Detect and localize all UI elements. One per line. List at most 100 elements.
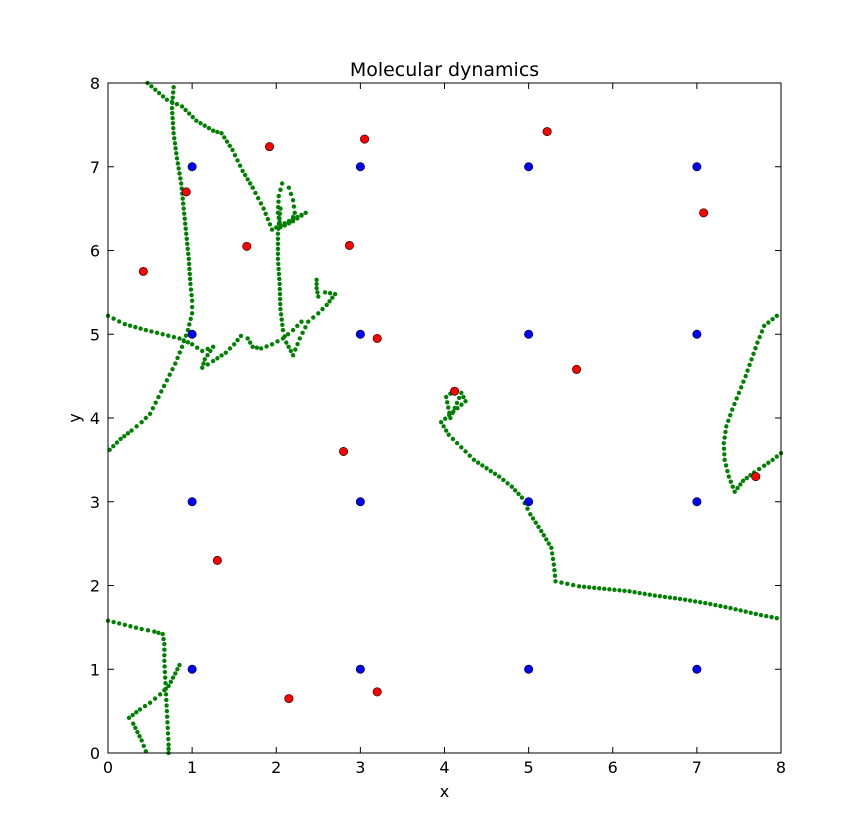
trajectory-dot (672, 596, 678, 601)
trajectory-dot (734, 396, 739, 401)
trajectory-dot (126, 715, 132, 721)
trajectory-dot (156, 630, 161, 636)
red-particle (242, 241, 252, 251)
trajectory-dot (733, 607, 738, 612)
trajectory-dot (261, 206, 266, 211)
trajectory-dot (496, 474, 502, 479)
trajectory-dot (724, 424, 729, 429)
trajectory-dot (219, 131, 224, 136)
trajectory-dot (738, 608, 743, 613)
trajectory-dot (576, 584, 582, 589)
trajectory-dot (278, 312, 284, 317)
trajectory-dot (282, 223, 287, 228)
trajectory-dot (250, 185, 255, 190)
trajectory-dot (111, 316, 116, 321)
trajectory-dot (247, 181, 253, 186)
blue-particle (355, 497, 365, 507)
trajectory-dot (484, 466, 489, 471)
trajectory-dot (736, 390, 742, 396)
trajectory-dot (300, 330, 305, 336)
chart-title: Molecular dynamics (350, 59, 539, 81)
trajectory-dot (740, 478, 746, 484)
trajectory-dot (443, 394, 449, 400)
trajectory-dot (170, 366, 175, 372)
trajectory-dot (160, 94, 166, 99)
trajectory-dot (125, 431, 131, 436)
trajectory-dot (764, 613, 769, 619)
x-axis-ticks: 0 1 2 3 4 5 6 7 8 (103, 83, 786, 777)
y-tick-label: 0 (90, 744, 100, 763)
trajectory-dot (770, 457, 775, 463)
trajectory-dot (156, 90, 162, 96)
trajectory-dot (718, 603, 723, 609)
trajectory-dot (552, 567, 557, 573)
trajectory-dot (761, 463, 767, 468)
trajectory-dot (117, 319, 122, 324)
trajectory-dot (277, 216, 282, 221)
red-particle (212, 555, 222, 565)
trajectory-dot (177, 336, 182, 341)
trajectory-dot (166, 746, 171, 752)
trajectory-dot (546, 541, 552, 546)
trajectory-dot (275, 231, 281, 236)
trajectory-dot (166, 333, 171, 338)
trajectory-dot (443, 416, 448, 421)
trajectory-dot (290, 352, 296, 358)
trajectory-dot (275, 236, 281, 241)
trajectory-dot (761, 323, 767, 329)
trajectory-dot (758, 612, 764, 618)
trajectory-dot (179, 344, 185, 350)
trajectory-dot (451, 409, 456, 414)
trajectory-dot (279, 317, 284, 322)
trajectory-dot (171, 84, 176, 90)
blue-particle (524, 664, 534, 674)
trajectory-dot (632, 590, 637, 595)
trajectory-dot (314, 285, 319, 291)
trajectory-dot (459, 402, 464, 407)
trajectory-dot (459, 445, 464, 450)
trajectory-dot (127, 323, 133, 328)
trajectory-dot (222, 135, 227, 140)
trajectory-dot (162, 658, 167, 664)
blue-particle (187, 664, 197, 674)
trajectory-dot (289, 218, 294, 224)
trajectory-dot (332, 291, 338, 297)
x-tick-label: 6 (608, 758, 618, 777)
trajectory-dot (201, 361, 206, 366)
trajectory-dot (173, 671, 178, 676)
trajectory-dot (198, 121, 203, 126)
trajectory-dot (314, 281, 319, 287)
blue-particle (355, 162, 365, 172)
trajectory-dot (161, 383, 167, 389)
trajectory-dot (170, 90, 176, 95)
trajectory-dot (162, 653, 167, 658)
trajectory-dot (170, 115, 175, 121)
red-particle (450, 386, 460, 396)
trajectory-dot (565, 581, 570, 587)
trajectory-dot (314, 277, 319, 283)
trajectory-dot (149, 84, 154, 89)
trajectory-dot (167, 372, 172, 377)
trajectory-dot (723, 604, 728, 610)
x-tick-label: 7 (692, 758, 702, 777)
trajectory-dot (169, 105, 175, 111)
trajectory-dot (173, 146, 178, 151)
trajectory-dot (189, 311, 195, 316)
trajectory-dot (237, 163, 243, 168)
trajectory-dot (187, 271, 192, 277)
trajectory-dot (306, 319, 311, 324)
trajectory-dot (723, 463, 729, 468)
trajectory-dot (263, 211, 268, 217)
trajectory-dot (182, 216, 187, 221)
trajectory-dot (219, 353, 224, 358)
trajectory-dot (275, 256, 281, 262)
trajectory-dot (732, 401, 737, 407)
trajectory-dot (280, 327, 286, 333)
trajectory-dot (278, 206, 283, 211)
trajectory-dot (141, 743, 146, 749)
trajectory-dot (330, 295, 335, 300)
x-tick-label: 4 (439, 758, 449, 777)
trajectory-dot (168, 679, 174, 685)
trajectory-dot (450, 436, 456, 442)
